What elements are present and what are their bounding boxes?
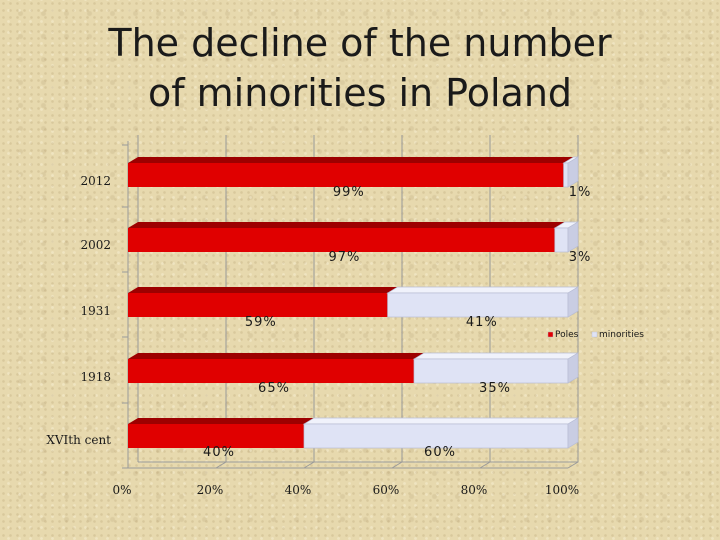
bar-front-face xyxy=(128,424,304,448)
data-label-minorities: 60% xyxy=(424,445,456,460)
bar-side-face xyxy=(567,221,579,253)
legend-label-poles: Poles xyxy=(555,330,579,340)
bar-top-face xyxy=(412,352,580,360)
x-tick-label: 100% xyxy=(545,483,579,497)
chart-bars xyxy=(128,156,580,449)
bar-top-face xyxy=(128,353,424,359)
bar-front-face xyxy=(554,227,569,253)
legend-label-minorities: minorities xyxy=(599,330,644,340)
bar-front-face xyxy=(413,358,569,384)
bar-top-face xyxy=(128,287,398,293)
bar-poles-2012 xyxy=(128,157,574,187)
category-labels: 2012 2002 1931 1918 XVIth cent xyxy=(46,174,111,447)
x-tick-label: 80% xyxy=(461,483,488,497)
bar-minorities-2012 xyxy=(562,156,580,188)
bar-front-face xyxy=(128,359,414,383)
bar-minorities-1918 xyxy=(412,352,580,384)
bar-side-face xyxy=(567,286,579,318)
bar-poles-xvith-cent xyxy=(128,418,314,448)
bar-top-face xyxy=(128,418,314,424)
bar-front-face xyxy=(303,423,569,449)
bar-side-face xyxy=(567,417,579,449)
bar-minorities-xvith-cent xyxy=(302,417,580,449)
bar-front-face xyxy=(563,162,569,188)
data-label-poles: 99% xyxy=(333,185,365,200)
bar-poles-1918 xyxy=(128,353,424,383)
category-label: 2002 xyxy=(80,238,111,252)
x-axis-ticks: 0% 20% 40% 60% 80% 100% xyxy=(112,483,579,497)
x-tick-label: 40% xyxy=(285,483,312,497)
x-tick-label: 0% xyxy=(112,483,131,497)
legend-swatch-minorities xyxy=(591,331,598,338)
category-label: XVIth cent xyxy=(46,433,111,447)
x-tick-label: 20% xyxy=(197,483,224,497)
x-tick-label: 60% xyxy=(373,483,400,497)
bar-front-face xyxy=(387,292,569,318)
data-labels: 99% 1% 97% 3% 59% 41% 65% 35% 40% 60% xyxy=(203,185,592,460)
chart-title: The decline of the number of minorities … xyxy=(60,18,660,118)
data-label-poles: 59% xyxy=(245,315,277,330)
category-label: 1918 xyxy=(80,370,111,384)
bar-poles-2002 xyxy=(128,222,565,252)
data-label-minorities: 35% xyxy=(479,381,511,396)
bar-front-face xyxy=(128,293,388,317)
bar-minorities-1931 xyxy=(386,286,580,318)
bar-minorities-2002 xyxy=(553,221,580,253)
bar-top-face xyxy=(128,157,574,163)
category-label: 1931 xyxy=(80,304,111,318)
bar-front-face xyxy=(128,228,555,252)
data-label-poles: 97% xyxy=(328,250,360,265)
bar-front-face xyxy=(128,163,564,187)
legend-swatch-poles xyxy=(547,331,554,338)
chart-legend: Poles minorities xyxy=(547,330,644,340)
data-label-poles: 65% xyxy=(258,381,290,396)
bar-top-face xyxy=(386,286,580,294)
chart-title-line-1: The decline of the number xyxy=(108,21,612,65)
bar-top-face xyxy=(302,417,580,425)
bar-top-face xyxy=(128,222,565,228)
data-label-minorities: 3% xyxy=(569,250,592,265)
bar-side-face xyxy=(567,352,579,384)
bar-poles-1931 xyxy=(128,287,398,317)
chart-title-line-2: of minorities in Poland xyxy=(147,71,573,115)
data-label-poles: 40% xyxy=(203,445,235,460)
data-label-minorities: 41% xyxy=(466,315,498,330)
bar-side-face xyxy=(567,156,579,188)
data-label-minorities: 1% xyxy=(569,185,592,200)
category-label: 2012 xyxy=(80,174,111,188)
